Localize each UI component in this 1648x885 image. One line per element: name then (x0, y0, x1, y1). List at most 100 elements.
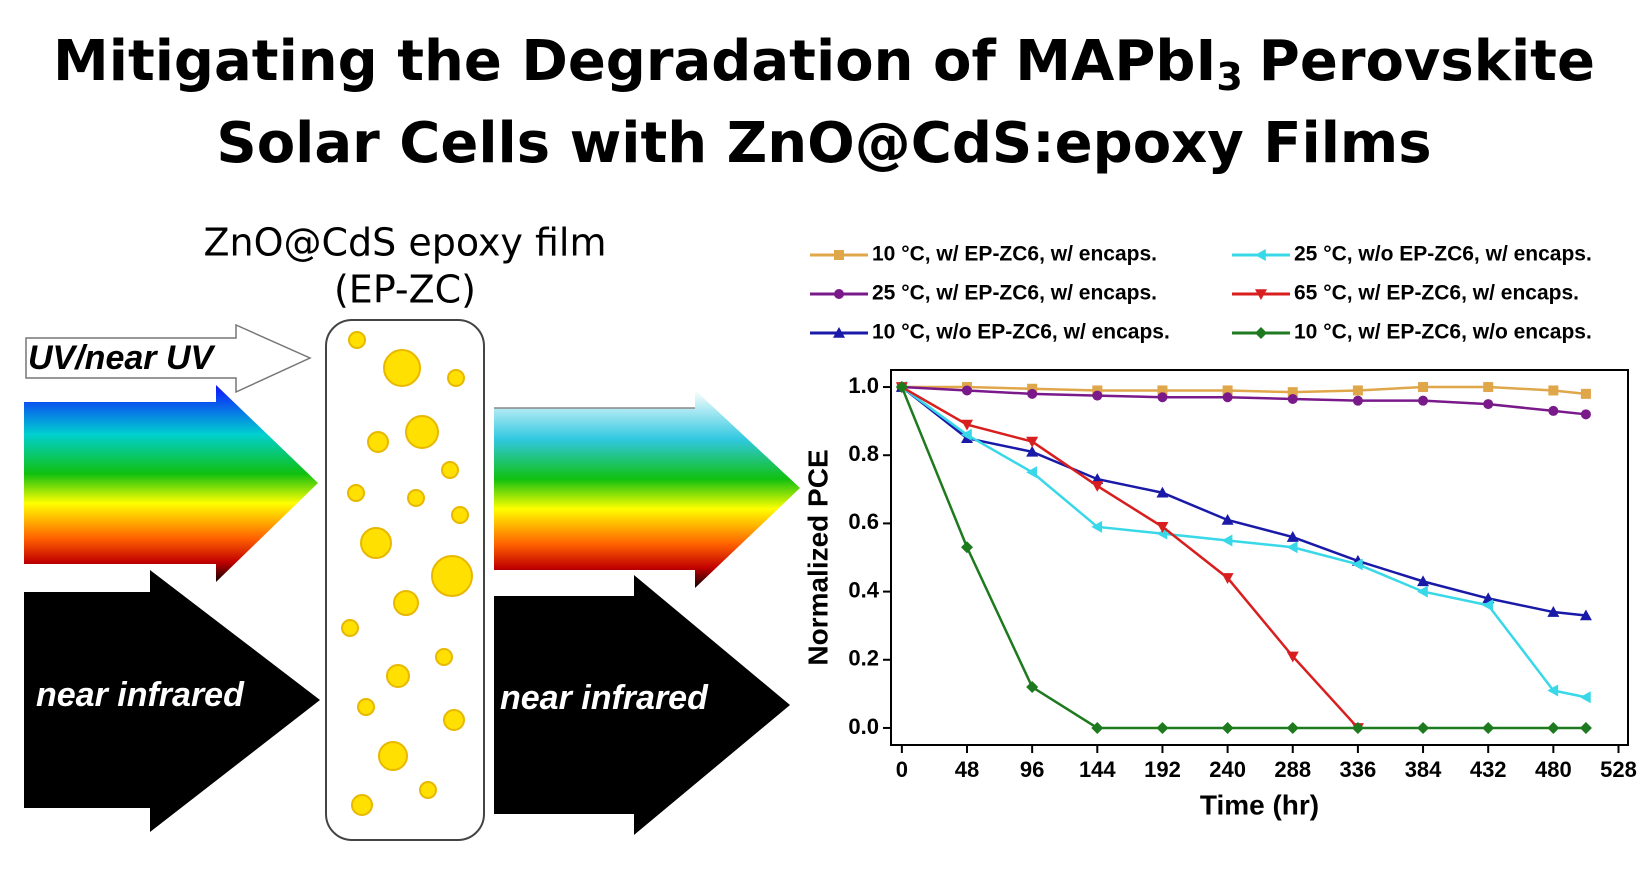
marker (1547, 684, 1559, 697)
legend-label: 25 °C, w/o EP-ZC6, w/ encaps. (1294, 243, 1592, 266)
marker (1417, 585, 1428, 598)
marker (1352, 395, 1363, 406)
particles (341, 331, 473, 816)
marker (895, 381, 908, 394)
marker (1221, 721, 1234, 734)
marker (834, 250, 844, 260)
marker (834, 289, 844, 299)
marker (1027, 383, 1038, 394)
marker (961, 419, 974, 431)
marker (1026, 681, 1039, 694)
marker (1091, 520, 1103, 533)
marker (1221, 573, 1234, 584)
x-tick-label: 240 (1209, 757, 1246, 782)
film-label: ZnO@CdS epoxy film (203, 221, 606, 265)
x-tick-label: 0 (896, 757, 908, 782)
marker (1548, 385, 1559, 396)
film-abbrev: (EP-ZC) (334, 268, 476, 312)
marker (1221, 514, 1234, 525)
legend-label: 10 °C, w/ EP-ZC6, w/ encaps. (872, 243, 1157, 266)
marker (1417, 575, 1430, 587)
title-line1: Mitigating the Degradation of MAPbI3 Pero… (53, 29, 1595, 98)
marker (1351, 721, 1364, 734)
x-tick-label: 432 (1470, 757, 1507, 782)
marker (1157, 392, 1168, 403)
marker (1482, 599, 1494, 612)
title-start: Mitigating the Degradation of MAPbI (53, 29, 1216, 94)
x-tick-label: 96 (1020, 757, 1044, 782)
legend-label: 25 °C, w/ EP-ZC6, w/ encaps. (872, 282, 1157, 305)
series-line (901, 385, 1587, 396)
marker (1156, 527, 1168, 540)
marker (1221, 534, 1233, 547)
marker (1286, 721, 1299, 734)
y-tick-label: 0.6 (848, 509, 879, 534)
x-tick-label: 336 (1340, 757, 1377, 782)
plot-frame (890, 369, 1629, 746)
y-axis-label: Normalized PCE (802, 449, 833, 665)
marker (1286, 541, 1298, 554)
marker (1483, 399, 1494, 410)
marker (1580, 388, 1591, 399)
marker (1222, 392, 1233, 403)
uv-arrow (25, 323, 312, 394)
legend-label: 10 °C, w/o EP-ZC6, w/ encaps. (872, 321, 1170, 344)
marker (1579, 721, 1592, 734)
legend-entry: 10 °C, w/ EP-ZC6, w/o encaps. (1232, 321, 1592, 344)
y-tick-label: 0.2 (848, 646, 879, 671)
x-axis-label: Time (hr) (1200, 789, 1319, 820)
marker (1580, 409, 1591, 420)
marker (1026, 466, 1037, 479)
legend-label: 65 °C, w/ EP-ZC6, w/ encaps. (1294, 282, 1579, 305)
marker (1417, 721, 1430, 734)
marker (1026, 445, 1039, 457)
marker (1156, 522, 1169, 533)
nir-label-in: near infrared (36, 676, 245, 714)
title-subscript: 3 (1216, 55, 1242, 99)
series-line (901, 386, 1587, 699)
marker (1157, 385, 1168, 396)
legend-entry: 65 °C, w/ EP-ZC6, w/ encaps. (1232, 282, 1579, 305)
marker (1255, 327, 1267, 339)
marker (1482, 721, 1495, 734)
marker (1156, 486, 1169, 498)
marker (1156, 721, 1169, 734)
y-tick-label: 1.0 (848, 373, 879, 398)
marker (1091, 481, 1104, 492)
series-line (901, 386, 1587, 617)
x-tick-label: 384 (1405, 757, 1442, 782)
x-tick-label: 480 (1535, 757, 1572, 782)
marker (962, 385, 973, 396)
marker (1418, 395, 1429, 406)
marker (1579, 609, 1592, 621)
marker (1255, 249, 1266, 261)
legend-entry: 10 °C, w/o EP-ZC6, w/ encaps. (810, 321, 1170, 344)
x-tick-label: 144 (1079, 757, 1116, 782)
marker (1547, 721, 1560, 734)
marker (1548, 405, 1559, 416)
x-tick-label: 288 (1274, 757, 1311, 782)
marker (1091, 721, 1104, 734)
y-tick-label: 0.4 (848, 577, 879, 602)
marker (1027, 388, 1038, 399)
nir-label-out: near infrared (500, 679, 709, 717)
marker (1547, 606, 1560, 617)
y-tick-label: 0.0 (848, 714, 879, 739)
legend-entry: 25 °C, w/ EP-ZC6, w/ encaps. (810, 282, 1157, 305)
marker (1483, 382, 1494, 393)
series-line (901, 385, 1587, 416)
marker (1351, 558, 1363, 571)
title-line2: Solar Cells with ZnO@CdS:epoxy Films (216, 111, 1431, 176)
x-tick-label: 192 (1144, 757, 1181, 782)
marker (1222, 385, 1233, 396)
marker (961, 541, 974, 554)
marker (961, 428, 972, 441)
legend-label: 10 °C, w/ EP-ZC6, w/o encaps. (1294, 321, 1592, 344)
x-tick-label: 48 (955, 757, 979, 782)
nir-arrow-out (494, 575, 790, 835)
marker (1255, 289, 1267, 300)
marker (1092, 390, 1103, 401)
marker (833, 327, 845, 338)
marker (1418, 382, 1429, 393)
